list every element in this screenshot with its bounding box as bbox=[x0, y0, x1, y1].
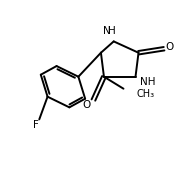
Text: NH: NH bbox=[140, 77, 155, 87]
Text: H: H bbox=[108, 26, 115, 37]
Text: O: O bbox=[166, 42, 174, 52]
Text: F: F bbox=[33, 120, 38, 130]
Text: CH₃: CH₃ bbox=[136, 89, 154, 99]
Text: O: O bbox=[82, 100, 91, 110]
Text: N: N bbox=[103, 26, 111, 37]
